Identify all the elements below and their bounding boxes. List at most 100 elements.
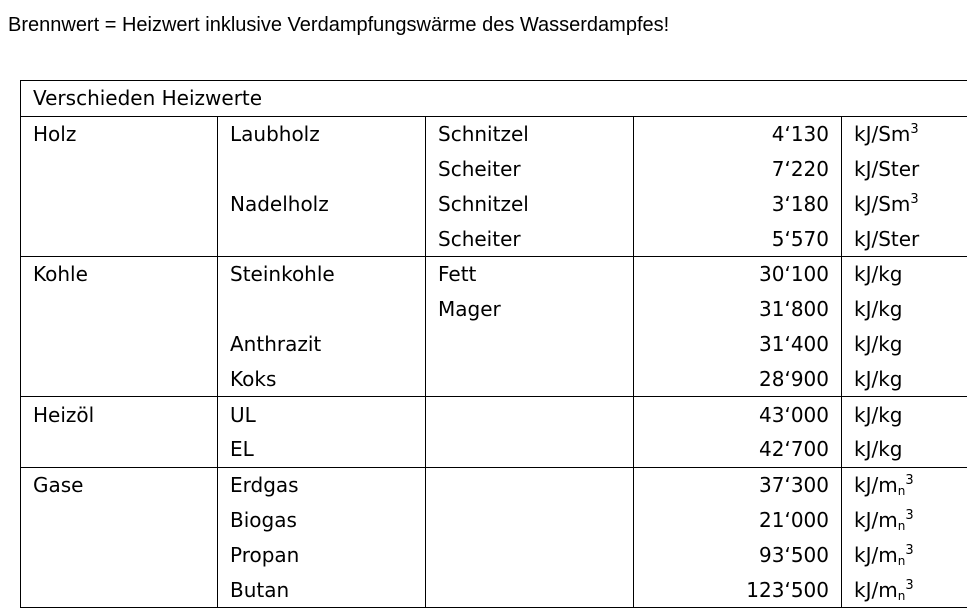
unit-cell: kJ/kg (840, 361, 967, 397)
fuel-subtype-cell (217, 221, 426, 257)
unit-base: kJ/kg (854, 366, 903, 391)
unit-base: kJ/Ster (854, 226, 920, 251)
table-row: EL 42‘700 kJ/kg (20, 431, 967, 468)
unit-base: kJ/Sm (854, 122, 911, 147)
fuel-form-cell: Schnitzel (425, 115, 634, 152)
unit-cell: kJ/kg (840, 326, 967, 362)
fuel-group-cell: Heizöl (20, 396, 218, 432)
table-row: Heizöl UL 43‘000 kJ/kg (20, 396, 967, 432)
unit-cell: kJ/Ster (840, 151, 967, 187)
fuel-form-cell (425, 466, 634, 503)
unit-base: kJ/m (854, 577, 898, 602)
table-row: Gase Erdgas 37‘300 kJ/mn3 (20, 466, 967, 503)
fuel-subtype-cell: EL (217, 431, 426, 468)
fuel-subtype-cell: Nadelholz (217, 186, 426, 222)
fuel-group-cell (20, 326, 218, 362)
fuel-group-cell (20, 186, 218, 222)
heating-value-cell: 42‘700 (633, 431, 842, 468)
unit-cell: kJ/mn3 (840, 502, 967, 538)
unit-cell: kJ/mn3 (840, 537, 967, 573)
table-title-row: Verschieden Heizwerte (19, 80, 967, 117)
heating-value-cell: 4‘130 (633, 115, 842, 152)
heating-value-cell: 93‘500 (633, 537, 842, 573)
unit-base: kJ/m (854, 507, 898, 532)
heating-value-cell: 43‘000 (633, 396, 842, 432)
fuel-subtype-cell (217, 291, 426, 327)
fuel-form-cell (425, 502, 634, 538)
unit-base: kJ/kg (854, 331, 903, 356)
heating-value-cell: 7‘220 (633, 151, 842, 187)
fuel-form-cell: Fett (425, 255, 634, 292)
unit-base: kJ/kg (854, 402, 903, 427)
unit-cell: kJ/kg (840, 255, 967, 292)
fuel-form-cell (425, 537, 634, 573)
table-row: Koks 28‘900 kJ/kg (20, 361, 967, 397)
fuel-subtype-cell: Erdgas (217, 466, 426, 503)
fuel-subtype-cell: Biogas (217, 502, 426, 538)
unit-superscript: 3 (905, 577, 914, 593)
unit-superscript: 3 (905, 542, 914, 558)
unit-superscript: 3 (910, 122, 919, 138)
fuel-group-cell (20, 431, 218, 468)
fuel-form-cell (425, 572, 634, 608)
fuel-form-cell: Scheiter (425, 151, 634, 187)
table-row: Anthrazit 31‘400 kJ/kg (20, 326, 967, 362)
unit-base: kJ/kg (854, 262, 903, 287)
fuel-group-cell (20, 151, 218, 187)
fuel-subtype-cell: Koks (217, 361, 426, 397)
unit-superscript: 3 (905, 507, 914, 523)
fuel-group-cell (20, 537, 218, 573)
unit-subscript: n (897, 484, 906, 499)
unit-base: kJ/Ster (854, 156, 920, 181)
fuel-form-cell (425, 396, 634, 432)
table-row: Biogas 21‘000 kJ/mn3 (20, 502, 967, 538)
fuel-form-cell (425, 326, 634, 362)
table-body: Verschieden Heizwerte Holz Laubholz Schnit… (19, 80, 967, 608)
heating-value-cell: 28‘900 (633, 361, 842, 397)
unit-cell: kJ/mn3 (840, 466, 967, 503)
unit-cell: kJ/kg (840, 291, 967, 327)
fuel-subtype-cell: Butan (217, 572, 426, 608)
fuel-form-cell: Mager (425, 291, 634, 327)
heating-value-cell: 21‘000 (633, 502, 842, 538)
fuel-group-cell: Holz (20, 115, 218, 152)
unit-cell: kJ/kg (840, 396, 967, 432)
heating-value-cell: 37‘300 (633, 466, 842, 503)
table-row: Mager 31‘800 kJ/kg (20, 291, 967, 327)
fuel-subtype-cell: Steinkohle (217, 255, 426, 292)
unit-subscript: n (897, 553, 906, 568)
fuel-subtype-cell: Anthrazit (217, 326, 426, 362)
unit-base: kJ/m (854, 473, 898, 498)
fuel-group-cell (20, 291, 218, 327)
unit-superscript: 3 (905, 473, 914, 489)
fuel-group-cell (20, 221, 218, 257)
fuel-group-cell (20, 572, 218, 608)
fuel-group-cell (20, 502, 218, 538)
heating-value-cell: 30‘100 (633, 255, 842, 292)
fuel-subtype-cell: UL (217, 396, 426, 432)
fuel-form-cell: Scheiter (425, 221, 634, 257)
table-row: Nadelholz Schnitzel 3‘180 kJ/Sm3 (20, 186, 967, 222)
fuel-group-cell: Kohle (20, 255, 218, 292)
fuel-subtype-cell: Propan (217, 537, 426, 573)
fuel-form-cell (425, 361, 634, 397)
table-row: Butan 123‘500 kJ/mn3 (20, 572, 967, 608)
fuel-subtype-cell: Laubholz (217, 115, 426, 152)
unit-superscript: 3 (910, 191, 919, 207)
unit-cell: kJ/kg (840, 431, 967, 468)
unit-subscript: n (897, 518, 906, 533)
heating-values-table: Verschieden Heizwerte Holz Laubholz Schnit… (19, 80, 967, 608)
table-row: Kohle Steinkohle Fett 30‘100 kJ/kg (20, 255, 967, 292)
table-row: Holz Laubholz Schnitzel 4‘130 kJ/Sm3 (20, 115, 967, 152)
unit-base: kJ/m (854, 542, 898, 567)
table-row: Scheiter 5‘570 kJ/Ster (20, 221, 967, 257)
fuel-group-cell (20, 361, 218, 397)
heating-value-cell: 31‘800 (633, 291, 842, 327)
page-heading: Brennwert = Heizwert inklusive Verdampfu… (8, 14, 670, 36)
unit-cell: kJ/Sm3 (840, 186, 967, 222)
heating-value-cell: 5‘570 (633, 221, 842, 257)
fuel-form-cell (425, 431, 634, 468)
unit-cell: kJ/Ster (840, 221, 967, 257)
fuel-group-cell: Gase (20, 466, 218, 503)
unit-cell: kJ/mn3 (840, 572, 967, 608)
